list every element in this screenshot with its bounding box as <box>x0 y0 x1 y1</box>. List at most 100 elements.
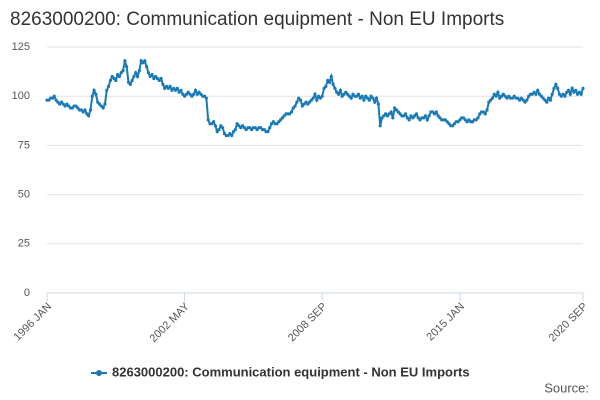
point <box>295 100 299 104</box>
point <box>324 84 328 88</box>
point <box>192 92 196 96</box>
x-tick-label: 2008 SEP <box>286 301 330 345</box>
point <box>193 88 198 92</box>
point <box>315 98 319 102</box>
point <box>103 102 107 106</box>
point <box>496 90 500 94</box>
point <box>378 124 382 128</box>
point <box>233 128 237 132</box>
point <box>389 110 393 114</box>
point <box>525 98 529 102</box>
point <box>485 108 489 112</box>
point <box>336 92 341 96</box>
point <box>268 126 272 130</box>
point <box>476 116 480 120</box>
point <box>407 118 411 122</box>
point <box>552 86 556 90</box>
point <box>101 106 105 110</box>
point <box>311 96 315 100</box>
point <box>298 98 303 102</box>
legend-label: 8263000200: Communication equipment - No… <box>112 364 470 379</box>
point <box>88 108 93 112</box>
point <box>108 78 112 83</box>
point <box>206 118 210 122</box>
point <box>579 92 583 96</box>
point <box>293 104 297 108</box>
point <box>87 114 91 118</box>
point <box>329 74 333 79</box>
point <box>204 96 208 100</box>
point <box>427 114 431 118</box>
point <box>211 120 216 124</box>
point <box>179 88 183 92</box>
point <box>106 84 111 88</box>
point <box>123 59 127 63</box>
point <box>313 92 317 96</box>
point <box>356 92 361 96</box>
point <box>128 82 132 86</box>
point <box>581 86 585 90</box>
point <box>534 92 538 96</box>
point <box>550 92 554 96</box>
point <box>490 96 495 100</box>
point <box>135 74 140 79</box>
point <box>90 94 94 98</box>
point <box>367 98 371 102</box>
point <box>362 98 366 102</box>
point <box>213 124 218 128</box>
point <box>175 86 179 90</box>
x-tick-label: 2015 JAN <box>424 301 467 344</box>
point <box>150 72 154 77</box>
source: Source: <box>544 380 589 395</box>
point <box>327 80 332 85</box>
point <box>360 94 364 98</box>
point <box>266 130 270 134</box>
x-tick-label: 1996 JAN <box>12 301 55 344</box>
point <box>568 92 572 96</box>
point <box>132 74 136 79</box>
point <box>563 94 567 98</box>
point <box>371 96 375 100</box>
point <box>130 78 134 83</box>
point <box>289 110 294 114</box>
point <box>161 82 165 86</box>
point <box>349 96 353 100</box>
point <box>137 69 141 73</box>
x-tick-label: 2002 MAY <box>148 300 193 345</box>
point <box>373 100 377 104</box>
point <box>570 86 574 90</box>
point <box>414 112 419 116</box>
y-tick-label: 100 <box>12 90 30 102</box>
point <box>114 78 118 83</box>
point <box>374 96 379 100</box>
point <box>230 133 234 138</box>
point <box>545 100 549 104</box>
point <box>483 112 487 116</box>
point <box>159 76 163 81</box>
point <box>217 128 221 132</box>
point <box>320 94 324 98</box>
y-tick-label: 25 <box>18 238 30 250</box>
point <box>221 126 225 130</box>
y-tick-label: 125 <box>12 41 30 53</box>
point <box>83 108 87 112</box>
point <box>376 102 380 106</box>
y-tick-label: 50 <box>18 189 30 201</box>
point <box>146 70 151 75</box>
point <box>333 86 337 90</box>
point <box>92 88 96 92</box>
x-tick-label: 2020 SEP <box>547 301 591 345</box>
point <box>574 88 578 92</box>
point <box>52 94 56 98</box>
point <box>434 110 438 114</box>
point <box>403 112 408 116</box>
y-tick-label: 75 <box>18 139 30 151</box>
point <box>425 118 429 122</box>
point <box>94 92 98 96</box>
point <box>331 82 335 86</box>
point <box>494 94 498 98</box>
point <box>117 74 122 79</box>
point <box>391 116 395 120</box>
point <box>143 59 147 63</box>
